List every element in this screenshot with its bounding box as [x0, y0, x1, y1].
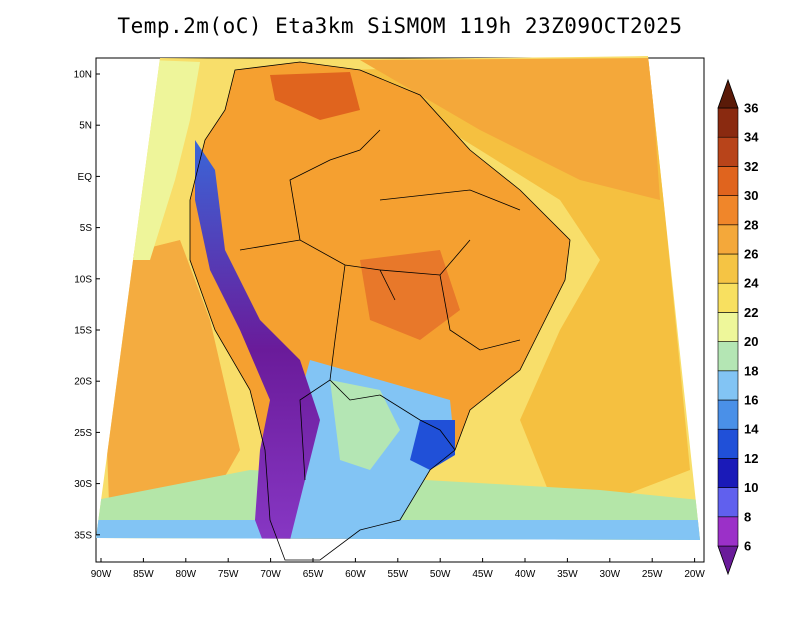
lon-tick-label: 85W: [133, 569, 154, 580]
border-paraguay: [379, 394, 456, 451]
lon-tick-label: 30W: [600, 569, 621, 580]
lon-tick-label: 45W: [472, 569, 493, 580]
colorbar-label: 8: [744, 509, 751, 524]
longitude-axis: 90W 85W 80W 75W 70W 65W 60W 55W 50W 45W 40W 35W 30W 2…: [91, 558, 705, 580]
central-brazil-hot-patch: [360, 250, 460, 340]
colorbar-label: 34: [744, 130, 759, 145]
coastline: [189, 61, 571, 561]
colorbar-segment: [717, 224, 739, 255]
border-colombia-brazil: [289, 129, 381, 241]
lon-tick-label: 20W: [684, 569, 705, 580]
lat-tick-label: 15S: [74, 326, 92, 337]
colorbar-segment: [717, 253, 739, 284]
colorbar-min-triangle: [717, 545, 739, 576]
colorbar-label: 20: [744, 334, 758, 349]
border-brazil-states-east: [439, 274, 521, 351]
lat-tick-label: 5N: [79, 121, 92, 132]
colorbar-segment: [717, 458, 739, 488]
lat-tick-label: 30S: [74, 479, 92, 490]
colorbar-segment: [717, 399, 739, 430]
colorbar-label: 16: [744, 393, 758, 408]
colorbar-segment: [717, 282, 739, 313]
colorbar-label: 26: [744, 247, 758, 262]
colorbar-label: 36: [744, 101, 758, 116]
colorbar-label: 24: [744, 276, 759, 291]
south-brazil-cold-patch: [410, 420, 455, 470]
lon-tick-label: 60W: [345, 569, 366, 580]
venezuela-hot-patch: [270, 72, 360, 120]
temperature-field: [96, 56, 700, 540]
lat-tick-label: 10S: [74, 274, 92, 285]
colorbar-segment: [717, 107, 739, 138]
lat-tick-label: EQ: [78, 172, 93, 183]
border-chile-argentina: [299, 379, 331, 481]
lon-tick-label: 25W: [642, 569, 663, 580]
lon-tick-label: 70W: [260, 569, 281, 580]
colorbar: 6 8 10 12 14 16 18 20 22 24 26 28 30 32 34 36: [717, 78, 759, 576]
atlantic-north-warm: [360, 58, 660, 200]
andes-cold-ridge: [195, 140, 320, 540]
colorbar-label: 28: [744, 217, 758, 232]
colorbar-max-triangle: [717, 78, 739, 109]
colorbar-label: 14: [744, 422, 759, 437]
colorbar-segment: [717, 166, 739, 196]
colorbar-segment: [717, 428, 739, 459]
colorbar-segment: [717, 487, 739, 518]
colorbar-segment: [717, 136, 739, 167]
colorbar-segment: [717, 516, 739, 547]
map-title: Temp.2m(oC) Eta3km SiSMOM 119h 23Z09OCT2…: [117, 14, 683, 38]
colorbar-segment: [717, 341, 739, 372]
colorbar-segment: [717, 312, 739, 342]
colorbar-label: 18: [744, 363, 758, 378]
lon-tick-label: 90W: [91, 569, 112, 580]
colorbar-label: 10: [744, 480, 758, 495]
lat-tick-label: 5S: [80, 223, 93, 234]
lon-tick-label: 80W: [176, 569, 197, 580]
lon-tick-label: 40W: [515, 569, 536, 580]
lon-tick-label: 55W: [388, 569, 409, 580]
colorbar-label: 12: [744, 451, 758, 466]
lat-tick-label: 10N: [74, 70, 92, 81]
latitude-axis: 10N 5N EQ 5S 10S 15S 20S 25S 30S 35S: [74, 70, 100, 541]
lon-tick-label: 35W: [557, 569, 578, 580]
colorbar-segment: [717, 195, 739, 226]
lat-tick-label: 20S: [74, 377, 92, 388]
lon-tick-label: 50W: [430, 569, 451, 580]
border-brazil-states-north: [379, 189, 521, 211]
colorbar-label: 30: [744, 188, 758, 203]
lon-tick-label: 75W: [218, 569, 239, 580]
colorbar-segment: [717, 370, 739, 401]
colorbar-label: 22: [744, 305, 758, 320]
lon-tick-label: 65W: [303, 569, 324, 580]
country-borders: [189, 61, 571, 561]
chaco-mild-region: [330, 380, 400, 470]
lat-tick-label: 25S: [74, 428, 92, 439]
pacific-warm-region: [100, 240, 240, 530]
colorbar-label: 6: [744, 539, 751, 554]
lat-tick-label: 35S: [74, 530, 92, 541]
colorbar-label: 32: [744, 159, 758, 174]
